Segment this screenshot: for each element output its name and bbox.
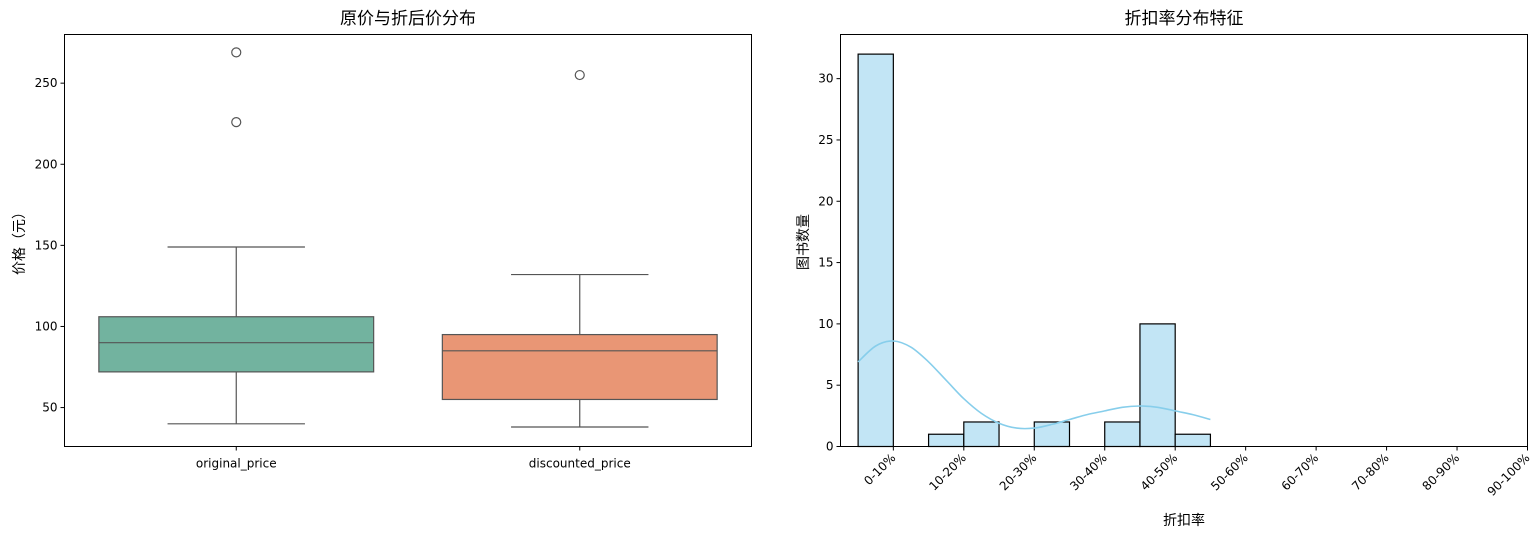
x-tick-label: 80-90% xyxy=(1420,451,1463,494)
outlier-point xyxy=(574,69,585,81)
histogram-bar xyxy=(857,53,894,448)
y-tick-label: 20 xyxy=(818,194,833,208)
x-tick-label: 90-100% xyxy=(1485,451,1533,499)
x-tick-label: 30-40% xyxy=(1067,451,1110,494)
box-plot-x-ticks: original_price discounted_price xyxy=(196,446,631,471)
y-tick-label: 25 xyxy=(818,133,833,147)
y-tick-label: 15 xyxy=(818,256,833,270)
y-tick-label: 100 xyxy=(35,319,58,333)
y-tick-label: 250 xyxy=(35,76,58,90)
x-tick-label: discounted_price xyxy=(529,457,631,471)
x-tick-label: 50-60% xyxy=(1208,451,1251,494)
box-body xyxy=(441,333,718,401)
histogram-title: 折扣率分布特征 xyxy=(1125,9,1244,29)
box-plot-frame xyxy=(64,34,752,447)
y-tick-label: 5 xyxy=(826,378,834,392)
x-tick-label: original_price xyxy=(196,457,277,471)
y-tick-label: 30 xyxy=(818,72,833,86)
x-tick-label: 70-80% xyxy=(1349,451,1392,494)
box-plot-y-axis-label: 价格（元） xyxy=(12,205,28,275)
histogram-bar xyxy=(1033,421,1071,448)
histogram-bar xyxy=(963,421,1000,448)
kde-line xyxy=(857,340,1211,430)
x-tick-label: 0-10% xyxy=(861,451,898,488)
box-plot-marks xyxy=(98,47,718,428)
box-plot-y-ticks: 50 100 150 200 250 xyxy=(35,76,65,415)
histogram-panel: 折扣率分布特征 图书数量 折扣率 0 5 10 15 20 25 30 0-10% 10-20… xyxy=(796,9,1533,529)
box-plot-title: 原价与折后价分布 xyxy=(340,9,476,29)
histogram-x-ticks: 0-10% 10-20% 20-30% 30-40% 40-50% 50-60% 60-70… xyxy=(861,446,1533,499)
y-tick-label: 10 xyxy=(818,317,833,331)
histogram-bar xyxy=(1104,421,1141,448)
y-tick-label: 200 xyxy=(35,157,58,171)
histogram-bars xyxy=(857,53,1212,448)
histogram-bar xyxy=(1139,323,1176,448)
y-tick-label: 150 xyxy=(35,238,58,252)
y-tick-label: 50 xyxy=(42,401,57,415)
histogram-frame xyxy=(840,34,1528,447)
histogram-x-axis-label: 折扣率 xyxy=(1163,512,1205,529)
x-tick-label: 10-20% xyxy=(926,451,969,494)
histogram-bar xyxy=(1174,433,1212,448)
y-tick-label: 0 xyxy=(826,440,834,454)
outlier-point xyxy=(231,116,242,128)
histogram-bar xyxy=(927,433,965,448)
x-tick-label: 60-70% xyxy=(1279,451,1322,494)
outlier-point xyxy=(231,47,242,58)
box-body xyxy=(98,316,375,373)
x-tick-label: 40-50% xyxy=(1138,451,1181,494)
histogram-y-ticks: 0 5 10 15 20 25 30 xyxy=(818,72,841,454)
x-tick-label: 20-30% xyxy=(997,451,1040,494)
box-plot-panel: 原价与折后价分布 价格（元） 50 100 150 200 250 original_p… xyxy=(12,9,752,471)
histogram-y-axis-label: 图书数量 xyxy=(796,214,812,270)
